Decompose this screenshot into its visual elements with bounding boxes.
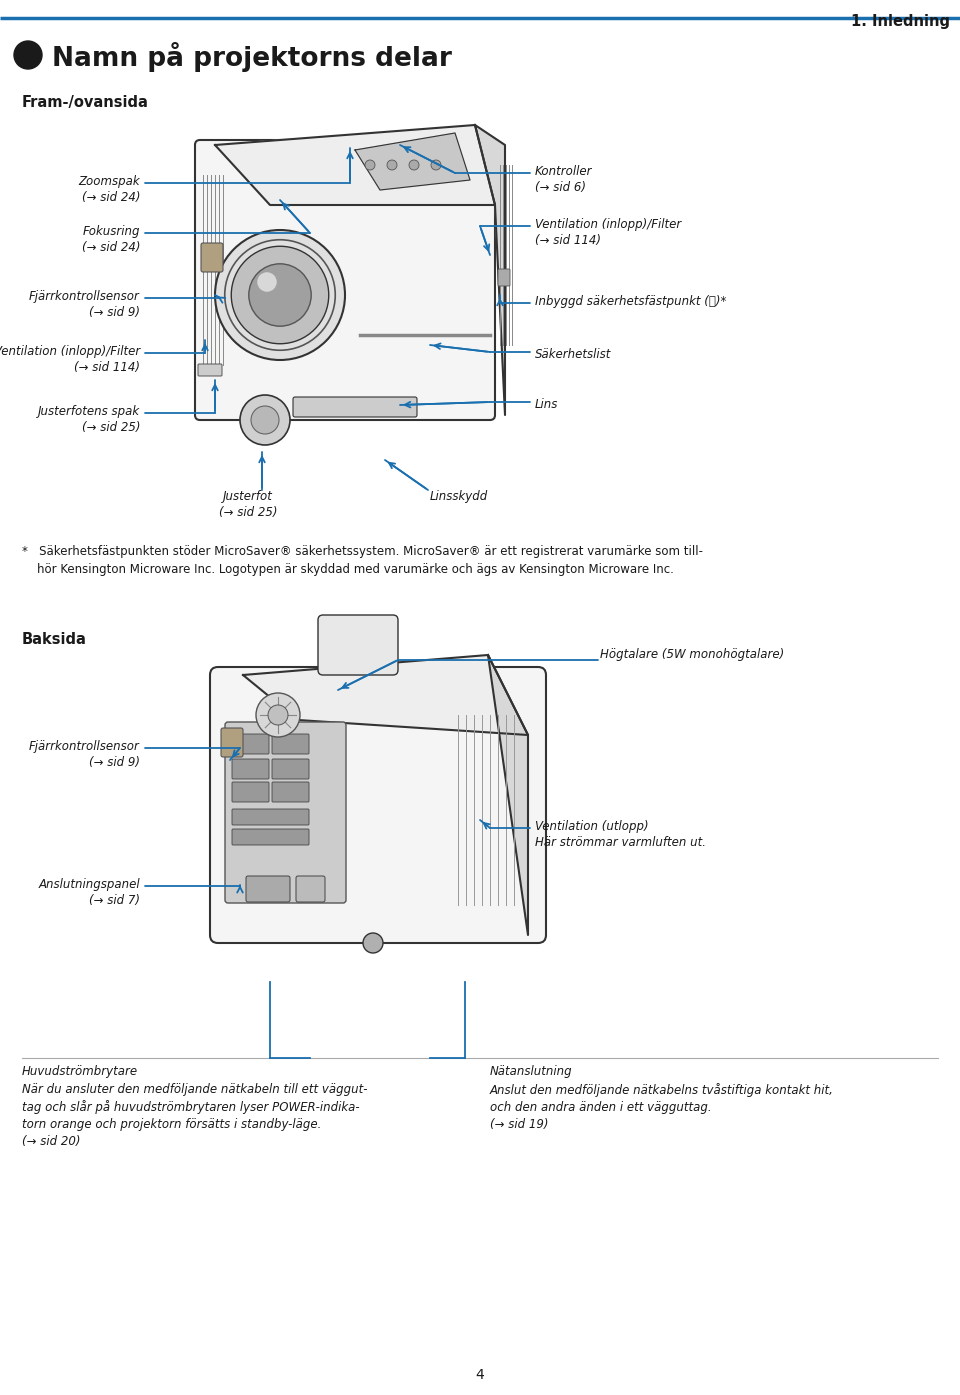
Circle shape xyxy=(249,264,311,326)
Circle shape xyxy=(240,395,290,445)
Circle shape xyxy=(251,406,279,434)
Text: Linsskydd: Linsskydd xyxy=(430,490,489,504)
Text: Anslutningspanel
(→ sid 7): Anslutningspanel (→ sid 7) xyxy=(38,877,140,907)
Text: Ventilation (inlopp)/Filter
(→ sid 114): Ventilation (inlopp)/Filter (→ sid 114) xyxy=(535,218,682,247)
FancyBboxPatch shape xyxy=(232,809,309,824)
Circle shape xyxy=(363,933,383,953)
FancyBboxPatch shape xyxy=(498,269,510,286)
Polygon shape xyxy=(215,126,495,205)
FancyBboxPatch shape xyxy=(221,728,243,757)
Circle shape xyxy=(256,693,300,737)
Text: Fokusring
(→ sid 24): Fokusring (→ sid 24) xyxy=(82,225,140,254)
Circle shape xyxy=(365,160,375,170)
Circle shape xyxy=(231,247,328,343)
Circle shape xyxy=(268,704,288,725)
Text: Fjärrkontrollsensor
(→ sid 9): Fjärrkontrollsensor (→ sid 9) xyxy=(29,739,140,769)
FancyBboxPatch shape xyxy=(210,667,546,943)
FancyBboxPatch shape xyxy=(272,734,309,755)
FancyBboxPatch shape xyxy=(232,734,269,755)
Text: Namn på projektorns delar: Namn på projektorns delar xyxy=(52,42,452,73)
Circle shape xyxy=(431,160,441,170)
Circle shape xyxy=(409,160,419,170)
Text: 1. Inledning: 1. Inledning xyxy=(851,14,950,29)
FancyBboxPatch shape xyxy=(246,876,290,903)
FancyBboxPatch shape xyxy=(232,829,309,845)
FancyBboxPatch shape xyxy=(198,364,222,377)
Circle shape xyxy=(387,160,397,170)
FancyBboxPatch shape xyxy=(296,876,325,903)
Text: Säkerhetslist: Säkerhetslist xyxy=(535,347,612,361)
FancyBboxPatch shape xyxy=(272,759,309,778)
Circle shape xyxy=(14,40,42,68)
Text: Baksida: Baksida xyxy=(22,632,86,647)
Text: Ventilation (utlopp)
Här strömmar varmluften ut.: Ventilation (utlopp) Här strömmar varmlu… xyxy=(535,820,706,850)
Text: Ventilation (inlopp)/Filter
(→ sid 114): Ventilation (inlopp)/Filter (→ sid 114) xyxy=(0,345,140,374)
Text: Fjärrkontrollsensor
(→ sid 9): Fjärrkontrollsensor (→ sid 9) xyxy=(29,290,140,319)
Circle shape xyxy=(257,272,276,292)
FancyBboxPatch shape xyxy=(232,759,269,778)
Text: Justerfot
(→ sid 25): Justerfot (→ sid 25) xyxy=(219,490,277,519)
Text: 4: 4 xyxy=(475,1368,485,1382)
Text: *   Säkerhetsfästpunkten stöder MicroSaver® säkerhetssystem. MicroSaver® är ett : * Säkerhetsfästpunkten stöder MicroSaver… xyxy=(22,545,703,576)
Text: Nätanslutning: Nätanslutning xyxy=(490,1064,572,1078)
Polygon shape xyxy=(243,656,528,735)
Text: Inbyggd säkerhetsfästpunkt (Ⓡ)*: Inbyggd säkerhetsfästpunkt (Ⓡ)* xyxy=(535,294,727,308)
Polygon shape xyxy=(475,126,505,414)
FancyBboxPatch shape xyxy=(201,243,223,272)
Text: Lins: Lins xyxy=(535,398,559,412)
Text: Kontroller
(→ sid 6): Kontroller (→ sid 6) xyxy=(535,165,592,194)
Text: Justerfotens spak
(→ sid 25): Justerfotens spak (→ sid 25) xyxy=(37,405,140,434)
Text: Anslut den medföljande nätkabelns tvåstiftiga kontakt hit,
och den andra änden i: Anslut den medföljande nätkabelns tvåsti… xyxy=(490,1083,834,1131)
Polygon shape xyxy=(488,656,528,935)
Text: Zoomspak
(→ sid 24): Zoomspak (→ sid 24) xyxy=(79,174,140,204)
Circle shape xyxy=(215,230,345,360)
Text: Högtalare (5W monohögtalare): Högtalare (5W monohögtalare) xyxy=(600,649,784,661)
Text: Fram-/ovansida: Fram-/ovansida xyxy=(22,95,149,110)
FancyBboxPatch shape xyxy=(293,398,417,417)
Polygon shape xyxy=(355,133,470,190)
FancyBboxPatch shape xyxy=(225,723,346,903)
Text: 3: 3 xyxy=(23,47,34,63)
FancyBboxPatch shape xyxy=(272,783,309,802)
Text: Huvudströmbrytare: Huvudströmbrytare xyxy=(22,1064,138,1078)
FancyBboxPatch shape xyxy=(195,140,495,420)
Text: När du ansluter den medföljande nätkabeln till ett väggut-
tag och slår på huvud: När du ansluter den medföljande nätkabel… xyxy=(22,1083,368,1148)
FancyBboxPatch shape xyxy=(232,783,269,802)
FancyBboxPatch shape xyxy=(318,615,398,675)
